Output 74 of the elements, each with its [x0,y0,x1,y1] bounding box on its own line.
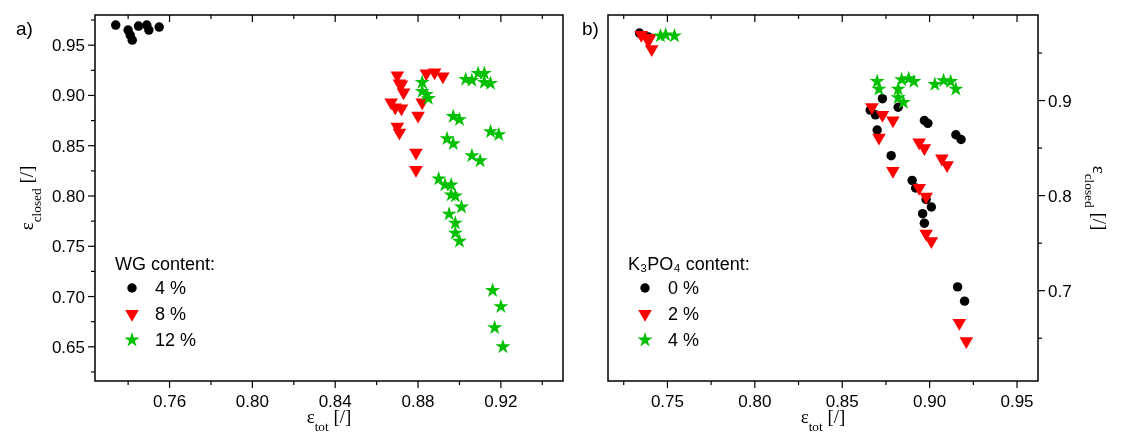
point [491,126,507,142]
point [493,298,509,313]
point [926,202,937,212]
point [907,175,917,186]
point [890,81,906,96]
y-tick-label: 0.70 [51,287,85,307]
x-tick-label: 0.75 [650,392,684,411]
x-tick-label: 0.95 [1000,392,1034,411]
point [485,282,501,297]
x-tick-label: 0.76 [153,392,187,411]
y2-tick-label: 0.8 [1048,186,1072,206]
point [948,81,964,96]
point [919,218,930,228]
y-tick-label: 0.80 [51,186,85,206]
point [952,282,963,292]
x-tick-label: 0.90 [913,392,947,411]
point [144,25,154,35]
legend-label: 0 % [668,278,700,298]
y2-tick-label: 0.7 [1048,281,1072,301]
y-tick-label: 0.85 [51,136,85,156]
point [886,116,900,129]
legend-label: 12 % [155,330,197,350]
y-tick-label: 0.90 [51,86,85,106]
point [895,94,911,109]
point [912,184,926,196]
point [414,74,430,89]
point [927,76,943,91]
point [154,22,164,32]
point [952,319,967,331]
point [959,337,974,349]
point [886,166,900,179]
y-tick-label: 0.65 [51,337,85,357]
y-tick-label: 0.95 [51,36,85,56]
legend-label: 4 % [668,330,700,350]
point [956,134,966,145]
point [483,123,499,139]
point [959,296,970,306]
point [133,21,144,31]
point [445,135,461,151]
point [451,233,467,248]
chart-title: a) [16,18,33,39]
y-tick-label: 0.75 [51,237,85,257]
point [877,93,888,104]
point [420,90,436,105]
point [487,319,503,335]
x-tick-label: 0.80 [235,392,269,411]
x-tick-label: 0.88 [401,392,435,411]
y2-tick-label: 0.9 [1048,91,1072,111]
point [924,237,939,250]
legend-label: 4 % [155,278,187,298]
point [923,118,933,129]
point [483,75,499,90]
point [940,161,954,174]
point [127,35,137,45]
point [872,125,882,135]
x-tick-label: 0.92 [484,392,518,411]
point [447,215,463,230]
legend-title: K₃PO₄ content: [628,254,750,274]
legend-label: 2 % [668,304,700,324]
point [447,225,463,240]
x-tick-label: 0.80 [738,392,772,411]
point [110,20,121,30]
chart-title: b) [582,18,599,39]
point [886,150,896,161]
point [454,199,470,214]
point [872,133,886,146]
point [441,206,457,221]
point [464,147,480,163]
point [495,338,511,354]
legend-title: WG content: [115,254,216,274]
point [875,110,890,123]
point [431,171,447,186]
legend-label: 8 % [155,304,187,324]
point [917,208,928,219]
